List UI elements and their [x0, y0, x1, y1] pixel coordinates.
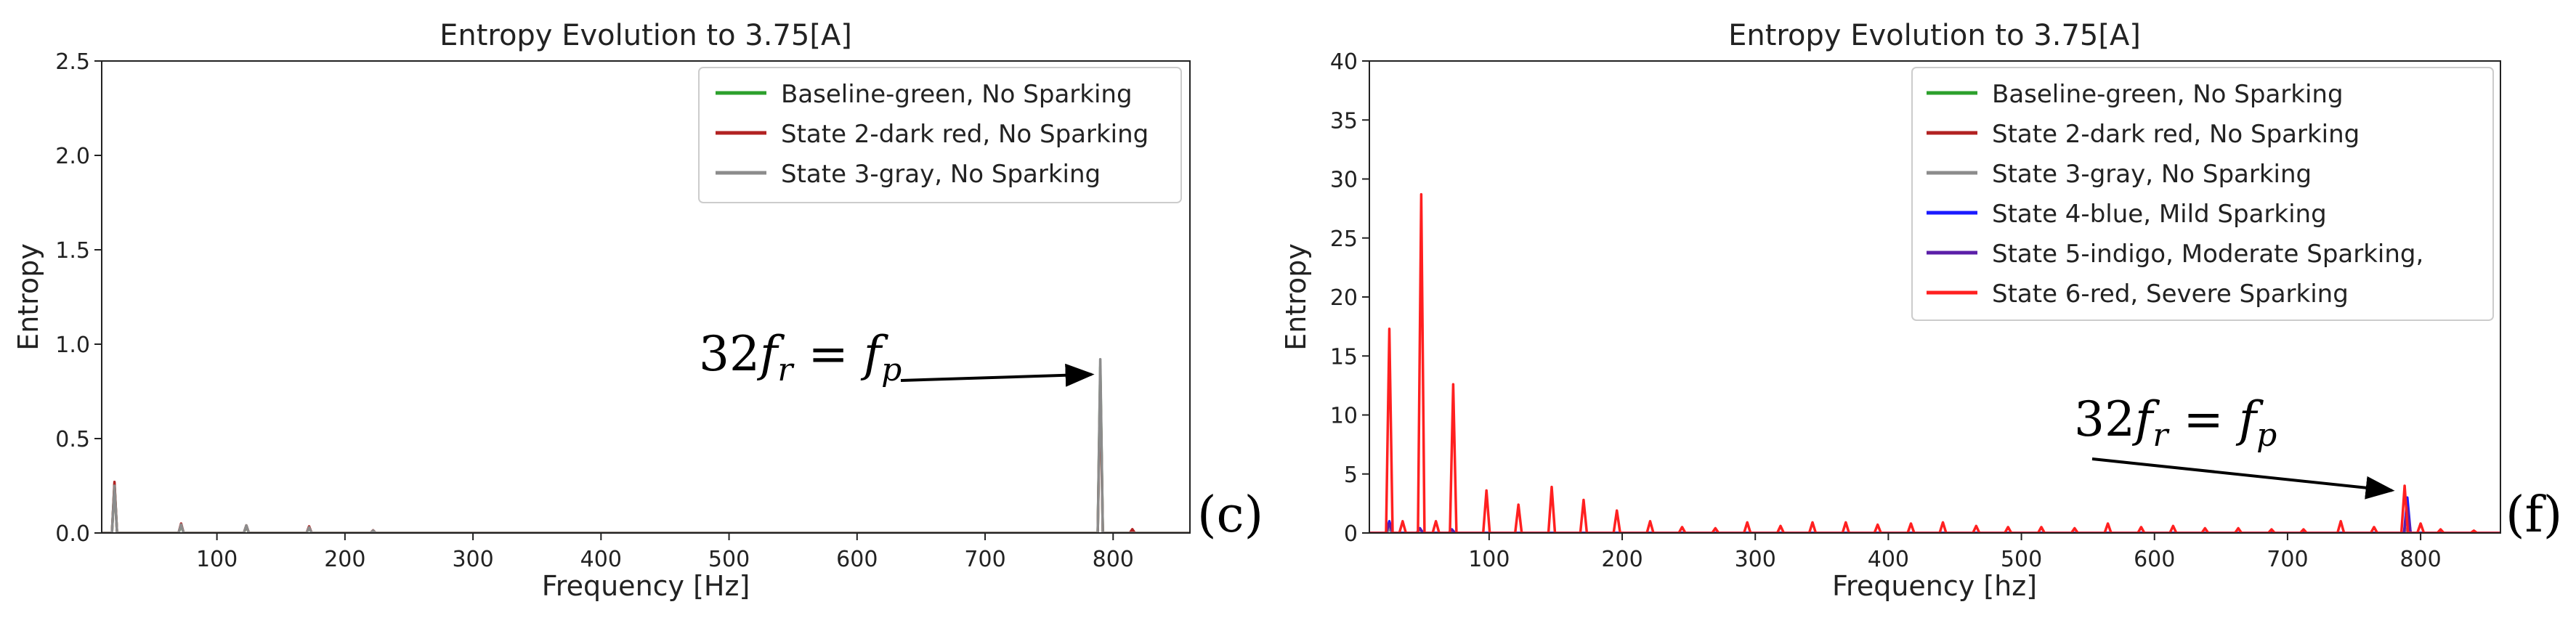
- annotation-sub-p: p: [881, 351, 902, 388]
- series-lines: [102, 358, 1190, 533]
- y-tick-label: 20: [1330, 285, 1358, 311]
- annotation-multiplier: 32: [2074, 391, 2135, 447]
- legend-frame: [698, 67, 1182, 203]
- series-line-5: [1369, 505, 2500, 533]
- y-tick-label: 25: [1330, 227, 1358, 252]
- y-tick-label: 1.5: [55, 238, 90, 264]
- annotation-sub-r: r: [2152, 417, 2170, 454]
- legend-label-state3: State 3-gray, No Sparking: [1992, 160, 2312, 189]
- x-tick-label: 600: [836, 547, 878, 572]
- series-line-2: [102, 373, 1190, 533]
- peak-annotation: 32fr = fp: [699, 326, 902, 388]
- x-axis-label: Frequency [Hz]: [542, 570, 750, 602]
- x-tick-label: 200: [1601, 547, 1643, 572]
- x-tick-label: 200: [324, 547, 365, 572]
- legend-label-state2: State 2-dark red, No Sparking: [781, 120, 1149, 149]
- peak-annotation: 32fr = fp: [2074, 391, 2277, 454]
- x-axis-ticks: 100 200 300 400 500 600 700 800: [196, 533, 1134, 572]
- legend-label-state3: State 3-gray, No Sparking: [781, 160, 1101, 189]
- y-tick-label: 30: [1330, 168, 1358, 193]
- legend-label-state6: State 6-red, Severe Sparking: [1992, 280, 2349, 309]
- legend-label-state2: State 2-dark red, No Sparking: [1992, 120, 2360, 149]
- annotation-equals: =: [2168, 391, 2238, 447]
- x-tick-label: 100: [1468, 547, 1510, 572]
- y-tick-label: 0: [1344, 521, 1358, 547]
- y-axis-label: Entropy: [1280, 243, 1312, 351]
- series-line-4: [1369, 496, 2500, 533]
- annotation-sub-r: r: [777, 351, 795, 388]
- x-tick-label: 300: [1735, 547, 1776, 572]
- chart-panel-c: Entropy Evolution to 3.75[A] 0.0 0.5 1.0 1.…: [12, 19, 1263, 602]
- series-line-6: [1369, 192, 2500, 533]
- y-axis-label: Entropy: [12, 243, 44, 351]
- legend-label-baseline: Baseline-green, No Sparking: [781, 80, 1133, 109]
- legend-label-state4: State 4-blue, Mild Sparking: [1992, 200, 2327, 229]
- chart-panel-f: Entropy Evolution to 3.75[A] 0 5 10 15 20 25 3…: [1280, 19, 2562, 602]
- y-axis-ticks: 0 5 10 15 20 25 30 35 40: [1330, 49, 1369, 547]
- x-tick-label: 500: [2001, 547, 2042, 572]
- x-tick-label: 500: [708, 547, 750, 572]
- legend: Baseline-green, No Sparking State 2-dark…: [698, 67, 1182, 203]
- annotation-multiplier: 32: [699, 326, 760, 382]
- y-tick-label: 1.0: [55, 333, 90, 358]
- annotation-arrow: [900, 363, 1095, 387]
- legend-label-baseline: Baseline-green, No Sparking: [1992, 80, 2344, 109]
- y-tick-label: 35: [1330, 108, 1358, 134]
- y-tick-label: 5: [1344, 463, 1358, 488]
- chart-title: Entropy Evolution to 3.75[A]: [440, 19, 852, 52]
- legend-label-state5: State 5-indigo, Moderate Sparking,: [1992, 240, 2423, 269]
- y-tick-label: 2.5: [55, 49, 90, 75]
- annotation-arrow: [2091, 457, 2395, 500]
- y-tick-label: 40: [1330, 49, 1358, 75]
- y-axis-ticks: 0.0 0.5 1.0 1.5 2.0 2.5: [55, 49, 102, 547]
- chart-title: Entropy Evolution to 3.75[A]: [1728, 19, 2141, 52]
- legend: Baseline-green, No Sparking State 2-dark…: [1911, 67, 2494, 321]
- x-tick-label: 700: [964, 547, 1005, 572]
- x-tick-label: 300: [452, 547, 493, 572]
- x-axis-label: Frequency [hz]: [1832, 570, 2037, 602]
- x-tick-label: 700: [2267, 547, 2308, 572]
- panel-label-c: (c): [1197, 487, 1263, 544]
- annotation-sub-p: p: [2256, 417, 2277, 454]
- x-tick-label: 400: [1868, 547, 1909, 572]
- y-tick-label: 15: [1330, 344, 1358, 370]
- plot-area-frame: [101, 60, 1191, 534]
- x-tick-label: 100: [196, 547, 238, 572]
- y-tick-label: 2.0: [55, 144, 90, 169]
- annotation-equals: =: [793, 326, 863, 382]
- x-tick-label: 800: [1093, 547, 1134, 572]
- y-tick-label: 10: [1330, 404, 1358, 429]
- x-tick-label: 400: [580, 547, 622, 572]
- x-axis-ticks: 100 200 300 400 500 600 700 800: [1468, 533, 2442, 572]
- y-tick-label: 0.0: [55, 521, 90, 547]
- series-line-3: [102, 358, 1190, 533]
- series-line-1: [102, 365, 1190, 533]
- panel-label-f: (f): [2506, 487, 2562, 544]
- plot-area-frame: [1369, 60, 2501, 534]
- x-tick-label: 800: [2399, 547, 2441, 572]
- x-tick-label: 600: [2134, 547, 2175, 572]
- y-tick-label: 0.5: [55, 427, 90, 452]
- legend-frame: [1911, 67, 2494, 321]
